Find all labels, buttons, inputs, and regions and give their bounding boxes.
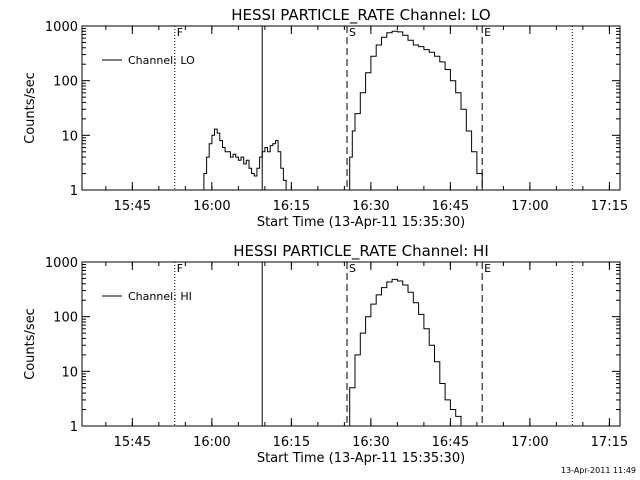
x-tick-label: 17:15 [591, 199, 628, 214]
x-tick-label: 16:45 [432, 435, 469, 450]
time-marker-label: E [484, 262, 491, 275]
y-axis-label: Counts/sec [23, 72, 38, 144]
time-marker-label: S [349, 26, 356, 39]
series-line [347, 278, 462, 427]
legend-label: Channel: LO [128, 54, 195, 67]
y-tick-label: 1000 [45, 256, 78, 271]
x-tick-label: 16:30 [352, 199, 389, 214]
legend-label: Channel: HI [128, 290, 192, 303]
y-tick-label: 1 [70, 420, 78, 435]
time-marker-label: E [484, 26, 491, 39]
footer-timestamp: 13-Apr-2011 11:49 [561, 466, 636, 475]
y-tick-label: 100 [53, 311, 78, 326]
x-tick-label: 17:00 [511, 199, 548, 214]
x-tick-label: 17:00 [511, 435, 548, 450]
x-tick-label: 16:15 [273, 199, 310, 214]
series-line [347, 30, 483, 191]
plot-frame [81, 25, 621, 191]
chart-title: HESSI PARTICLE_RATE Channel: LO [231, 6, 490, 25]
x-tick-label: 16:00 [193, 199, 230, 214]
x-tick-label: 15:45 [114, 199, 151, 214]
x-axis-label: Start Time (13-Apr-11 15:35:30) [257, 215, 465, 230]
time-marker-label: F [177, 26, 183, 39]
y-tick-label: 10 [61, 129, 78, 144]
y-tick-label: 1000 [45, 20, 78, 35]
time-marker-label: S [349, 262, 356, 275]
x-tick-label: 16:45 [432, 199, 469, 214]
chart-title: HESSI PARTICLE_RATE Channel: HI [233, 242, 489, 261]
x-tick-label: 17:15 [591, 435, 628, 450]
chart-panel-1: HESSI PARTICLE_RATE Channel: LO Counts/se… [23, 6, 628, 230]
x-axis-label: Start Time (13-Apr-11 15:35:30) [257, 451, 465, 466]
x-tick-label: 15:45 [114, 435, 151, 450]
x-tick-label: 16:00 [193, 435, 230, 450]
plot-frame [81, 261, 621, 427]
y-axis-label: Counts/sec [23, 308, 38, 380]
time-marker-label: F [177, 262, 183, 275]
y-tick-label: 10 [61, 365, 78, 380]
series-line [201, 128, 287, 191]
x-tick-label: 16:30 [352, 435, 389, 450]
chart-panel-2: HESSI PARTICLE_RATE Channel: HI Counts/se… [23, 242, 628, 466]
y-tick-label: 1 [70, 184, 78, 199]
y-tick-label: 100 [53, 75, 78, 90]
x-tick-label: 16:15 [273, 435, 310, 450]
